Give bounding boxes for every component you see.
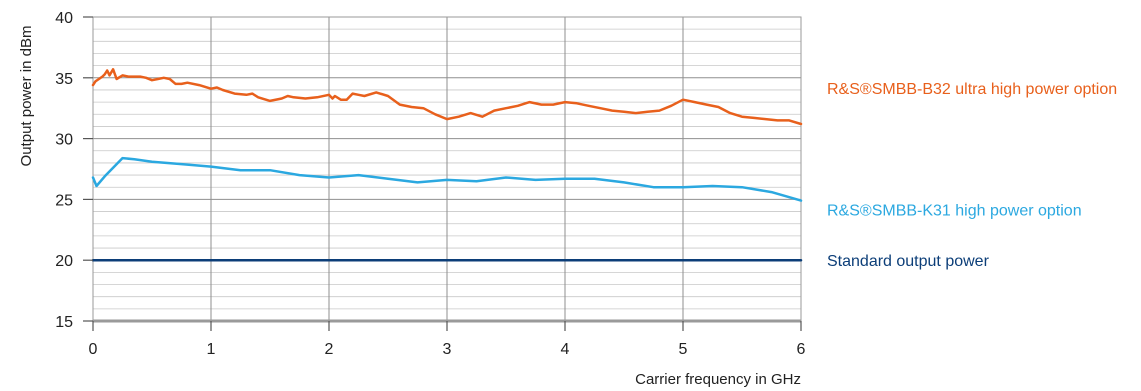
series-label: Standard output power	[827, 253, 990, 270]
x-tick-label: 2	[325, 341, 334, 358]
series-label: R&S®SMBB-B32 ultra high power option	[827, 81, 1117, 98]
y-tick-label: 30	[55, 132, 73, 149]
axes	[83, 16, 802, 331]
x-tick-labels: 0 1 2 3 4 5 6	[89, 341, 806, 358]
series-labels: R&S®SMBB-B32 ultra high power option R&S®…	[827, 81, 1117, 270]
x-tick-label: 6	[797, 341, 806, 358]
y-tick-label: 35	[55, 71, 73, 88]
y-tick-label: 40	[55, 10, 73, 27]
x-tick-label: 0	[89, 341, 98, 358]
series-line	[91, 68, 803, 126]
x-tick-label: 5	[679, 341, 688, 358]
series-lines	[91, 68, 803, 262]
x-tick-label: 3	[443, 341, 452, 358]
y-tick-label: 25	[55, 192, 73, 209]
x-tick-label: 1	[207, 341, 216, 358]
series-line	[91, 156, 803, 202]
x-tick-label: 4	[561, 341, 570, 358]
series-label: R&S®SMBB-K31 high power option	[827, 203, 1082, 220]
major-gridlines	[93, 16, 801, 322]
y-axis-label: Output power in dBm	[18, 26, 35, 167]
y-tick-labels: 15 20 25 30 35 40	[55, 10, 73, 331]
y-tick-label: 15	[55, 314, 73, 331]
x-axis-label: Carrier frequency in GHz	[635, 371, 801, 388]
y-tick-label: 20	[55, 253, 73, 270]
